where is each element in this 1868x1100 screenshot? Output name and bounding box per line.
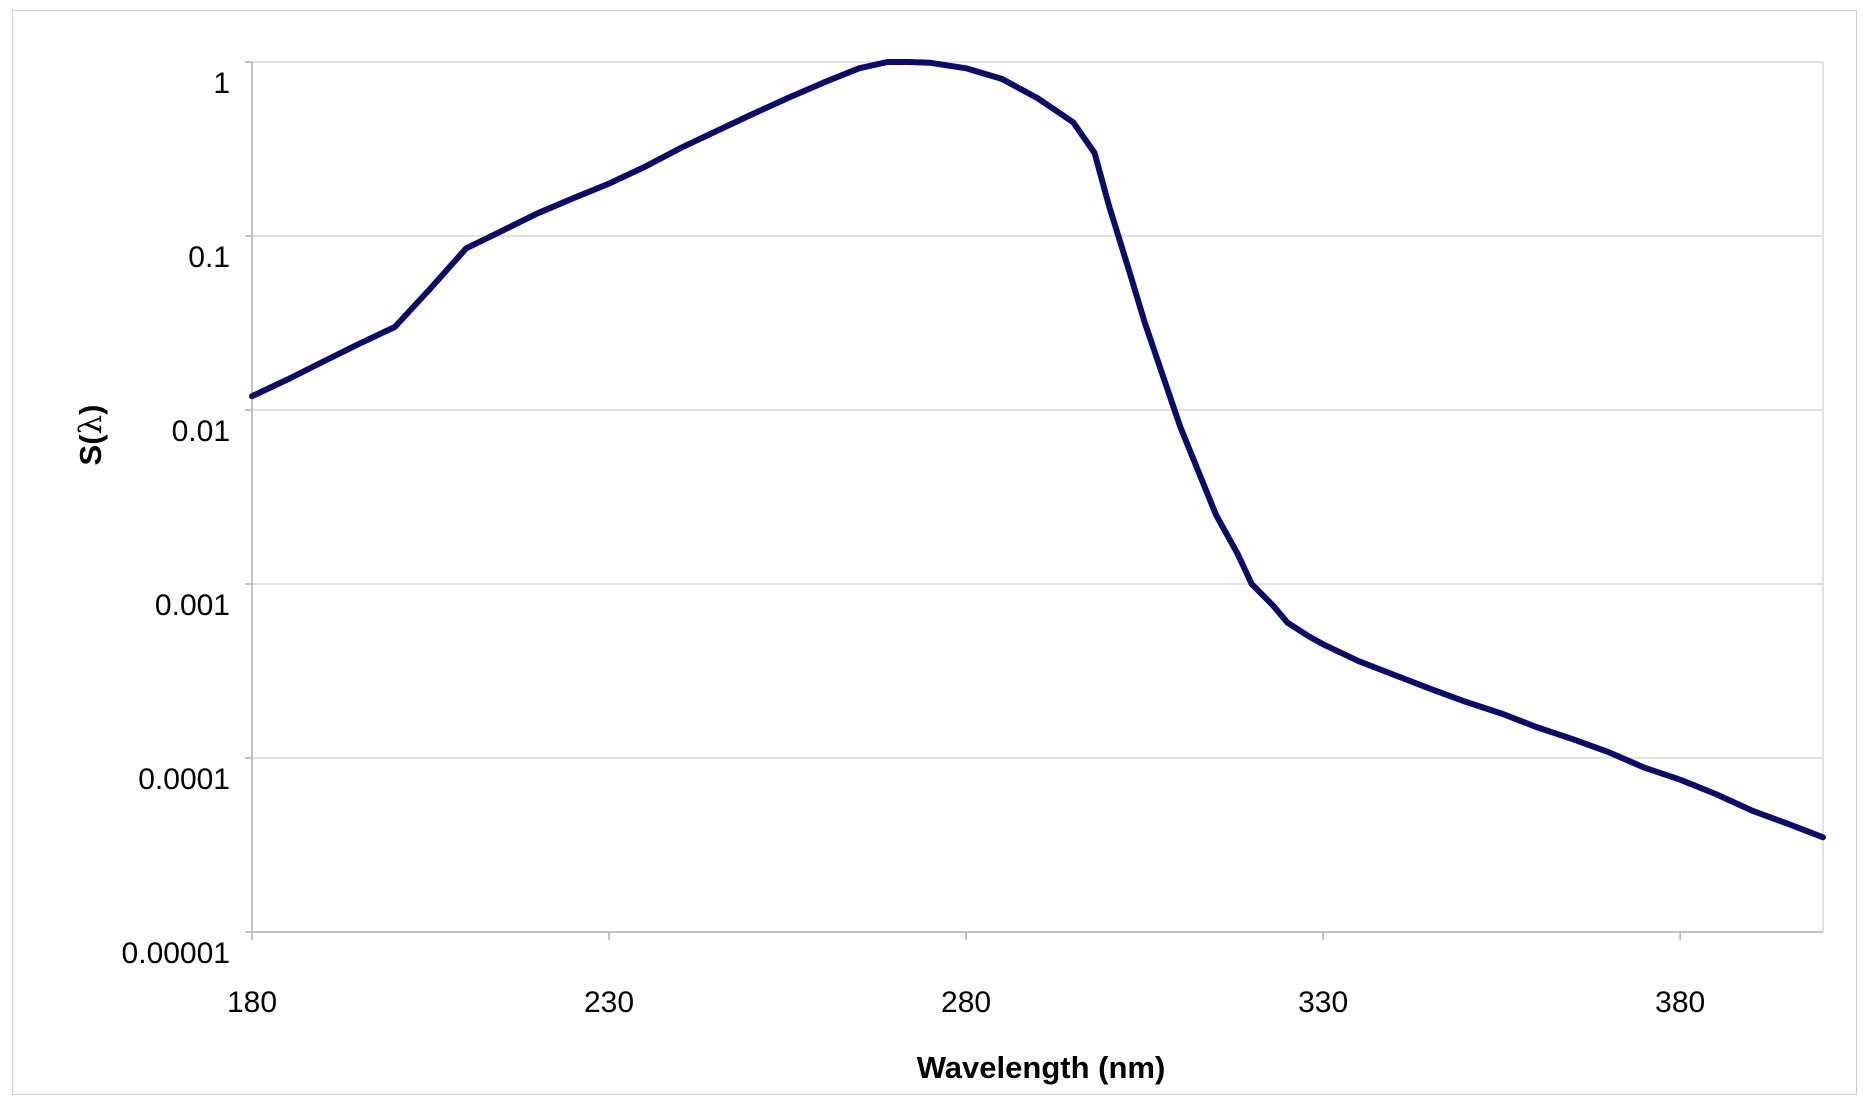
x-tick-label: 330: [1298, 986, 1348, 1019]
ticks-layer: 0.00001 0.0001 0.001 0.01 0.1 1 180 230 280 330 38…: [122, 61, 1705, 1019]
series-line: [249, 59, 1826, 841]
x-tick-label: 230: [584, 986, 634, 1019]
grid-layer: [252, 61, 1824, 932]
y-tick-label: 0.1: [188, 241, 230, 274]
y-axis-title: S(λ): [73, 405, 109, 466]
x-axis-title: Wavelength (nm): [917, 1050, 1166, 1085]
x-tick-label: 280: [941, 986, 991, 1019]
y-tick-label: 1: [213, 67, 230, 100]
axes-layer: [251, 62, 1823, 933]
x-tick-label: 180: [227, 986, 277, 1019]
x-tick-label: 380: [1655, 986, 1705, 1019]
y-axis-title-suffix: ): [73, 405, 108, 415]
y-axis-title-prefix: S(: [73, 434, 108, 466]
chart-frame: [12, 10, 1857, 1095]
y-tick-label: 0.01: [172, 415, 230, 448]
y-tick-label: 0.0001: [138, 763, 230, 796]
y-axis-title-symbol: λ: [73, 415, 109, 435]
series-layer: [249, 59, 1826, 841]
y-tick-label: 0.00001: [122, 937, 230, 970]
y-tick-label: 0.001: [155, 589, 230, 622]
